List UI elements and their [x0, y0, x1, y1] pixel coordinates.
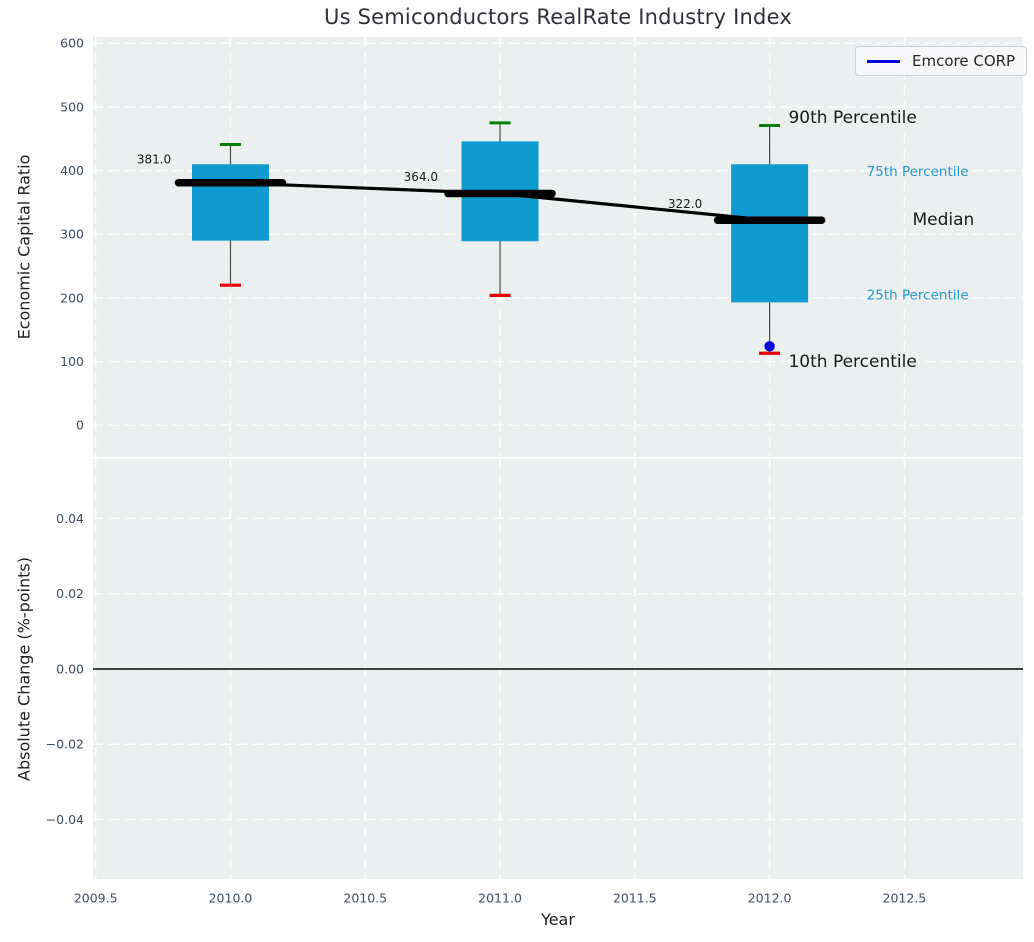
percentile-annotation: 25th Percentile	[867, 287, 969, 303]
chart-title: Us Semiconductors RealRate Industry Inde…	[324, 5, 792, 29]
y-tick-label-top: 600	[60, 36, 84, 51]
x-tick-label: 2011.5	[613, 890, 657, 905]
median-value-label: 381.0	[137, 152, 171, 166]
x-tick-label: 2012.5	[883, 890, 927, 905]
x-axis-label: Year	[541, 910, 575, 929]
emcore-data-point	[764, 341, 775, 352]
legend-label: Emcore CORP	[912, 52, 1016, 70]
x-tick-label: 2009.5	[74, 890, 118, 905]
legend-line-icon	[867, 59, 900, 63]
y-tick-label-bottom: −0.04	[46, 812, 84, 827]
percentile-annotation: 10th Percentile	[788, 352, 916, 372]
percentile-annotation: 90th Percentile	[788, 108, 916, 128]
y-tick-label-top: 500	[60, 99, 84, 114]
y-tick-label-top: 200	[60, 290, 84, 305]
x-tick-label: 2010.0	[209, 890, 253, 905]
x-tick-label: 2012.0	[748, 890, 792, 905]
y-tick-label-top: 0	[76, 418, 84, 433]
y-tick-label-top: 100	[60, 354, 84, 369]
median-value-label: 322.0	[668, 197, 702, 211]
y-tick-label-bottom: −0.02	[46, 737, 84, 752]
y-axis-label-top: Economic Capital Ratio	[14, 154, 34, 340]
top-panel-background	[93, 37, 1023, 457]
y-tick-label-top: 300	[60, 227, 84, 242]
iqr-box	[731, 164, 809, 303]
median-value-label: 364.0	[404, 170, 438, 184]
legend: Emcore CORP	[855, 46, 1028, 76]
x-tick-label: 2011.0	[478, 890, 522, 905]
y-axis-label-bottom: Absolute Change (%-points)	[14, 557, 34, 781]
x-tick-label: 2010.5	[343, 890, 387, 905]
y-tick-label-bottom: 0.04	[56, 511, 84, 526]
y-tick-label-bottom: 0.00	[56, 661, 84, 676]
percentile-annotation: Median	[912, 210, 974, 230]
y-tick-label-top: 400	[60, 163, 84, 178]
iqr-box	[191, 164, 269, 241]
y-tick-label-bottom: 0.02	[56, 586, 84, 601]
percentile-annotation: 75th Percentile	[867, 164, 969, 180]
